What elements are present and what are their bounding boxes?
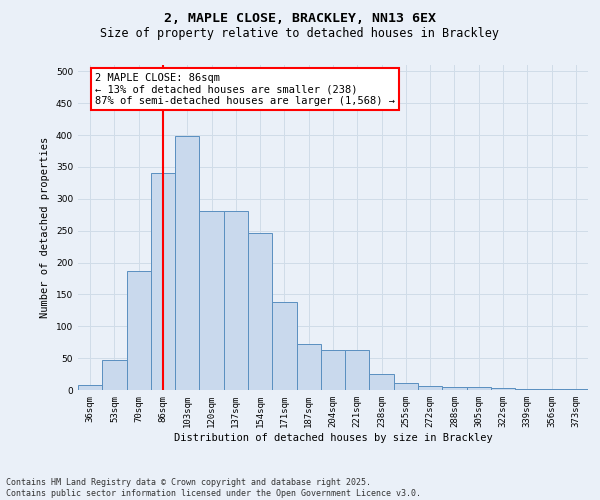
Bar: [248, 232, 272, 390]
Bar: [345, 350, 370, 390]
X-axis label: Distribution of detached houses by size in Brackley: Distribution of detached houses by size …: [173, 432, 493, 442]
Bar: [321, 350, 345, 390]
Bar: [394, 383, 418, 390]
Y-axis label: Number of detached properties: Number of detached properties: [40, 137, 50, 318]
Text: 2, MAPLE CLOSE, BRACKLEY, NN13 6EX: 2, MAPLE CLOSE, BRACKLEY, NN13 6EX: [164, 12, 436, 26]
Bar: [442, 387, 467, 390]
Bar: [272, 302, 296, 390]
Bar: [102, 360, 127, 390]
Bar: [175, 136, 199, 390]
Bar: [564, 388, 588, 390]
Bar: [199, 211, 224, 390]
Text: Size of property relative to detached houses in Brackley: Size of property relative to detached ho…: [101, 28, 499, 40]
Text: 2 MAPLE CLOSE: 86sqm
← 13% of detached houses are smaller (238)
87% of semi-deta: 2 MAPLE CLOSE: 86sqm ← 13% of detached h…: [95, 72, 395, 106]
Bar: [224, 211, 248, 390]
Bar: [491, 388, 515, 390]
Bar: [296, 344, 321, 390]
Bar: [127, 271, 151, 390]
Bar: [78, 385, 102, 390]
Bar: [418, 386, 442, 390]
Bar: [151, 172, 175, 390]
Bar: [467, 388, 491, 390]
Bar: [515, 388, 539, 390]
Bar: [370, 374, 394, 390]
Text: Contains HM Land Registry data © Crown copyright and database right 2025.
Contai: Contains HM Land Registry data © Crown c…: [6, 478, 421, 498]
